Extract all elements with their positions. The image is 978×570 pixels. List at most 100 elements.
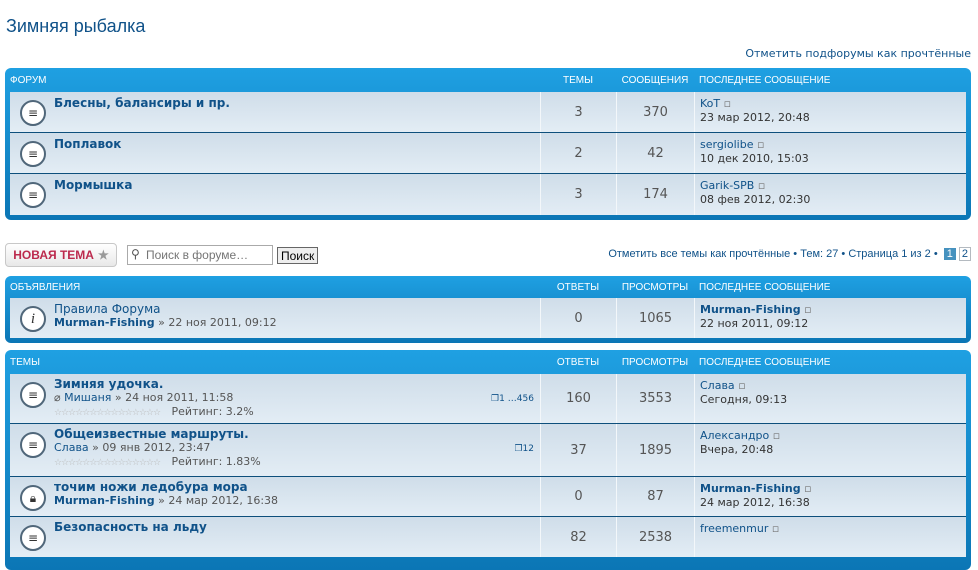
view-latest-post-icon[interactable]: ▫ xyxy=(772,429,781,442)
forum-title[interactable]: Мормышка xyxy=(54,178,133,192)
new-topic-label: Новая тема xyxy=(13,248,94,262)
search-input[interactable] xyxy=(127,245,273,265)
attachment-icon: ⌀ xyxy=(54,391,61,404)
header-last: Последнее сообщение xyxy=(699,74,831,86)
page-1[interactable]: 1 xyxy=(943,248,956,260)
last-post: Александро ▫ Вчера, 20:48 xyxy=(694,424,966,476)
last-post-author[interactable]: Murman-Fishing xyxy=(700,482,801,495)
search-icon: ⚲ xyxy=(131,247,140,261)
last-post-author[interactable]: Garik-SPB xyxy=(700,179,755,192)
view-count: 1065 xyxy=(616,298,694,338)
last-post-date: 22 ноя 2011, 09:12 xyxy=(700,317,809,330)
page-link[interactable]: 6 xyxy=(528,394,534,404)
header-views: Просмотры xyxy=(621,281,689,293)
topic-author[interactable]: Мишаня xyxy=(64,391,112,404)
post-count: 174 xyxy=(616,174,694,215)
page-link[interactable]: 5 xyxy=(522,394,529,404)
topic-count: 3 xyxy=(540,174,616,215)
topic-title[interactable]: Правила Форума xyxy=(54,302,161,316)
sep: • xyxy=(838,248,849,260)
forum-read-icon: ≡ xyxy=(20,141,46,167)
view-count: 1895 xyxy=(616,424,694,476)
post-count: 370 xyxy=(616,92,694,132)
info-locked-icon: i xyxy=(20,306,46,332)
last-post-author[interactable]: KoT xyxy=(700,97,721,110)
header-posts: Сообщения xyxy=(621,74,689,86)
header-last: Последнее сообщение xyxy=(699,281,831,293)
page-info: Страница 1 из 2 xyxy=(848,248,931,260)
last-post-date: 08 фев 2012, 02:30 xyxy=(700,193,811,206)
rating-stars[interactable]: ☆☆☆☆☆☆☆☆☆☆☆☆☆☆☆ xyxy=(54,408,161,418)
topic-row: ≡ Безопасность на льду 82 2538 freemenmur ▫ xyxy=(10,517,966,557)
topic-pages: ❐1 …456 xyxy=(491,394,534,404)
topic-title[interactable]: Зимняя удочка. xyxy=(54,377,164,391)
header-replies: Ответы xyxy=(556,356,600,368)
forum-title[interactable]: Поплавок xyxy=(54,137,122,151)
header-announcements: Объявления xyxy=(10,281,81,293)
forum-title[interactable]: Блесны, балансиры и пр. xyxy=(54,96,230,110)
new-topic-button[interactable]: Новая тема ★ xyxy=(5,243,117,267)
reply-count: 160 xyxy=(540,374,616,423)
reply-count: 0 xyxy=(540,298,616,338)
header-last: Последнее сообщение xyxy=(699,356,831,368)
page-link[interactable]: 4 xyxy=(516,394,523,404)
view-count: 2538 xyxy=(616,517,694,557)
toolbar: Новая тема★ ⚲ Поиск Отметить все темы ка… xyxy=(5,243,971,267)
sep: • xyxy=(790,248,801,260)
view-latest-post-icon[interactable]: ▫ xyxy=(771,522,780,535)
topics-list: Темы Ответы Просмотры Последнее сообщение ≡… xyxy=(5,350,971,570)
page-link[interactable]: 1 xyxy=(499,394,505,404)
reply-count: 0 xyxy=(540,477,616,516)
topic-title[interactable]: Безопасность на льду xyxy=(54,520,207,534)
page-title: Зимняя рыбалка xyxy=(6,16,146,36)
header-topics: Темы xyxy=(10,356,40,368)
reply-count: 37 xyxy=(540,424,616,476)
pages-icon: ❐ xyxy=(490,394,500,404)
view-count: 87 xyxy=(616,477,694,516)
header-forum: Форум xyxy=(10,74,47,86)
last-post: freemenmur ▫ xyxy=(694,517,966,557)
topic-date: » 09 янв 2012, 23:47 xyxy=(88,441,211,454)
last-post: sergiolibe ▫ 10 дек 2010, 15:03 xyxy=(694,133,966,173)
last-post-date: Вчера, 20:48 xyxy=(700,443,774,456)
topic-row: ≡ Зимняя удочка. ⌀ Мишаня » 24 ноя 2011, 1… xyxy=(10,374,966,424)
last-post-author[interactable]: freemenmur xyxy=(700,522,769,535)
mark-subforums-read-link[interactable]: Отметить подфорумы как прочтённые xyxy=(745,47,971,60)
topic-author[interactable]: Слава xyxy=(54,441,89,454)
search-button[interactable]: Поиск xyxy=(277,247,319,264)
view-latest-post-icon[interactable]: ▫ xyxy=(804,482,812,495)
topic-date: » 24 мар 2012, 16:38 xyxy=(154,494,279,507)
topic-title[interactable]: Общеизвестные маршруты. xyxy=(54,427,249,441)
topic-count: 3 xyxy=(540,92,616,132)
header-replies: Ответы xyxy=(556,281,600,293)
forum-row: ≡ Поплавок 2 42 sergiolibe ▫ 10 дек 2010, 15:… xyxy=(10,133,966,174)
forum-list: Форум Темы Сообщения Последнее сообщение ≡ Б… xyxy=(5,68,971,220)
rating-stars[interactable]: ☆☆☆☆☆☆☆☆☆☆☆☆☆☆☆ xyxy=(54,458,161,468)
last-post-author[interactable]: Александро xyxy=(700,429,770,442)
page-link[interactable]: 1 xyxy=(522,444,529,454)
view-latest-post-icon[interactable]: ▫ xyxy=(756,138,765,151)
topic-title[interactable]: точим ножи ледобура мора xyxy=(54,480,248,494)
last-post: KoT ▫ 23 мар 2012, 20:48 xyxy=(694,92,966,132)
last-post-date: 10 дек 2010, 15:03 xyxy=(700,152,809,165)
announcement-row: i Правила Форума Murman-Fishing » 22 ноя 2… xyxy=(10,298,966,338)
topic-icon: ≡ xyxy=(20,525,46,551)
topic-author[interactable]: Murman-Fishing xyxy=(54,494,155,507)
last-post-author[interactable]: Слава xyxy=(700,379,735,392)
last-post-author[interactable]: sergiolibe xyxy=(700,138,754,151)
topic-date: » 24 ноя 2011, 11:58 xyxy=(111,391,234,404)
topic-date: » 22 ноя 2011, 09:12 xyxy=(154,316,277,329)
view-latest-post-icon[interactable]: ▫ xyxy=(723,97,732,110)
mark-topics-read-link[interactable]: Отметить все темы как прочтённые xyxy=(608,248,791,260)
view-latest-post-icon[interactable]: ▫ xyxy=(804,303,812,316)
page-2[interactable]: 2 xyxy=(958,247,971,261)
topic-author[interactable]: Murman-Fishing xyxy=(54,316,155,329)
page-link[interactable]: 2 xyxy=(528,444,534,454)
view-latest-post-icon[interactable]: ▫ xyxy=(757,179,766,192)
announcements-list: Объявления Ответы Просмотры Последнее сообщ… xyxy=(5,276,971,343)
view-latest-post-icon[interactable]: ▫ xyxy=(738,379,746,392)
last-post-date: Сегодня, 09:13 xyxy=(700,393,788,406)
rating: Рейтинг: 1.83% xyxy=(171,455,261,468)
last-post-date: 24 мар 2012, 16:38 xyxy=(700,496,810,509)
last-post-author[interactable]: Murman-Fishing xyxy=(700,303,801,316)
